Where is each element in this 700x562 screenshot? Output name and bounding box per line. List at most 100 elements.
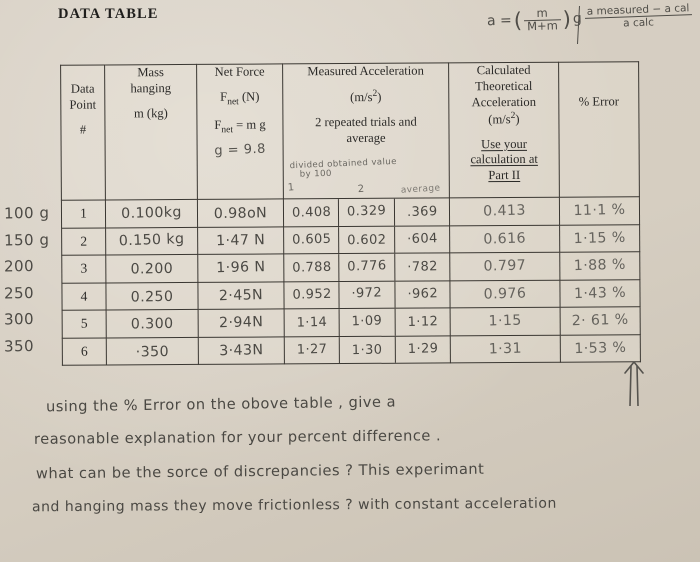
cell-mass: 0.300: [106, 309, 199, 338]
question-line-3: what can be the sorce of discrepancies ?…: [35, 460, 485, 483]
cell-trial-1: 0.605: [284, 226, 340, 254]
cell-trial-1-value: 0.952: [291, 286, 332, 303]
cell-average: 1·29: [395, 336, 449, 363]
cell-measured: 1·27 1·30 1·29: [284, 335, 451, 364]
cell-trial-1: 1·14: [284, 309, 341, 336]
table-header-row: Data Point # Mass hanging m (kg) Net For…: [60, 61, 640, 201]
cell-net-force: 0.98oN: [197, 198, 284, 227]
header-theoretical-acceleration: Calculated Theoretical Acceleration (m/s…: [448, 62, 560, 198]
acceleration-formula-annotation: a = ( m M+m ) g: [487, 6, 582, 34]
cell-trial-1: 1·27: [284, 336, 341, 364]
header-theo-l3: Acceleration: [471, 94, 537, 109]
cell-percent-error-value: 11·1 %: [573, 202, 626, 220]
table-row: 3 0.200 1·96 N 0.788 0.776 ·782 0.797 1·…: [61, 251, 640, 283]
cell-theoretical: 0.976: [449, 279, 561, 308]
margin-mass-list: 100 g 150 g 200 250 300 350: [2, 200, 58, 360]
cell-mass: 0.100kg: [105, 199, 198, 228]
table-row: 2 0.150 kg 1·47 N 0.605 0.602 ·604 0.616…: [61, 224, 640, 256]
cell-trial-2: 0.602: [339, 226, 395, 254]
header-theo-l2: Theoretical: [475, 78, 533, 94]
header-theo-l1: Calculated: [476, 62, 531, 78]
header-mass-l1: Mass: [137, 65, 164, 80]
header-percent-error-label: % Error: [578, 94, 619, 109]
cell-average: ·782: [395, 253, 449, 280]
margin-mass-item: 250: [3, 283, 35, 303]
cell-average: 1·12: [395, 308, 449, 335]
cell-theoretical-value: 1·31: [488, 340, 523, 358]
cell-trial-2: ·972: [339, 281, 396, 309]
cell-average: .369: [395, 198, 449, 225]
cell-percent-error: 1·53 %: [560, 334, 641, 363]
header-percent-error: % Error: [558, 61, 640, 198]
cell-trial-1-value: 1·14: [296, 314, 328, 331]
cell-average-value: ·782: [406, 258, 438, 275]
formula-fraction: m M+m: [523, 6, 562, 33]
cell-mass-value: 0.250: [130, 288, 174, 306]
formula-close-paren: ): [562, 6, 572, 32]
cell-force-value: 2·45N: [218, 286, 264, 304]
row-number: 1: [61, 199, 106, 228]
question-line-4: and hanging mass they move frictionless …: [31, 495, 557, 516]
cell-average-value: ·604: [406, 231, 438, 248]
cell-trial-2: 0.776: [339, 253, 396, 281]
row-number: 6: [62, 337, 107, 366]
row-number: 3: [61, 254, 106, 283]
header-force-F: F: [220, 89, 228, 104]
cell-mass-value: ·350: [135, 343, 170, 361]
cell-trial-2-value: 0.602: [346, 232, 387, 249]
cell-mass-value: 0.200: [130, 261, 174, 278]
cell-percent-error: 2· 61 %: [560, 306, 641, 335]
cell-trial-2-value: 0.329: [346, 202, 387, 220]
header-force-net-sub: net: [227, 97, 239, 108]
cell-theoretical-value: 0.797: [483, 257, 527, 275]
cell-mass: 0.150 kg: [105, 226, 198, 255]
cell-trial-2: 1·30: [340, 336, 396, 364]
header-data-point-l1: Data: [70, 81, 95, 96]
formula-open-paren: (: [513, 8, 523, 33]
cell-force-value: 2·94N: [218, 314, 264, 332]
header-mass-l3: m (kg): [133, 105, 168, 121]
measured-average-marker: average: [400, 183, 442, 196]
header-force-F2: F: [214, 118, 222, 133]
margin-mass-item: 350: [3, 336, 35, 356]
cell-theoretical: 0.413: [449, 197, 560, 226]
cell-force-value: 1·47 N: [215, 231, 266, 250]
margin-mass-item: 300: [3, 310, 35, 329]
cell-trial-1-value: 0.788: [291, 259, 332, 276]
cell-average: ·604: [395, 226, 449, 253]
table-row: 5 0.300 2·94N 1·14 1·09 1·12 1·15 2· 61 …: [62, 306, 641, 338]
header-measured-units: (m/s2): [283, 88, 448, 106]
cell-mass-value: 0.100kg: [120, 204, 183, 223]
cell-net-force: 3·43N: [198, 336, 285, 365]
table-row: 6 ·350 3·43N 1·27 1·30 1·29 1·31 1·53 %: [62, 334, 641, 366]
header-theo-l7: Part II: [488, 168, 521, 183]
cell-percent-error-value: 1·15 %: [573, 229, 626, 247]
cell-trial-1-value: 0.408: [291, 204, 331, 221]
cell-percent-error-value: 1·53 %: [574, 339, 627, 357]
header-measured-unit-close: ): [377, 89, 382, 104]
cell-trial-2-value: 0.776: [346, 257, 387, 275]
cell-theoretical-value: 1·15: [488, 312, 522, 330]
header-measured-l3: 2 repeated trials and: [315, 114, 417, 130]
cell-percent-error: 1·15 %: [559, 224, 640, 253]
row-number: 5: [62, 309, 107, 338]
cell-percent-error-value: 1·43 %: [573, 284, 627, 302]
cell-mass-value: 0.150 kg: [118, 230, 185, 250]
header-theo-unit-open: (m/s: [488, 111, 511, 126]
cell-mass: 0.200: [105, 254, 198, 283]
cell-average: ·962: [395, 281, 449, 308]
cell-trial-2: 0.329: [339, 198, 395, 226]
page-title: DATA TABLE: [58, 6, 159, 22]
header-force-eq: = m g: [236, 117, 266, 133]
header-measured-l4: average: [346, 130, 386, 145]
percent-error-formula-annotation: a measured − a cal a calc: [585, 2, 693, 31]
cell-mass: ·350: [106, 336, 199, 365]
cell-force-value: 0.98oN: [213, 205, 268, 223]
cell-theoretical-value: 0.976: [483, 285, 527, 303]
header-net-force: Net Force Fnet (N) Fnet = m g g = 9.8: [196, 63, 284, 200]
cell-mass: 0.250: [105, 281, 199, 310]
formula-denominator: M+m: [523, 18, 562, 33]
data-table-container: Data Point # Mass hanging m (kg) Net For…: [60, 61, 641, 366]
cell-measured: 1·14 1·09 1·12: [284, 307, 451, 337]
cell-average-value: 1·12: [407, 313, 438, 330]
